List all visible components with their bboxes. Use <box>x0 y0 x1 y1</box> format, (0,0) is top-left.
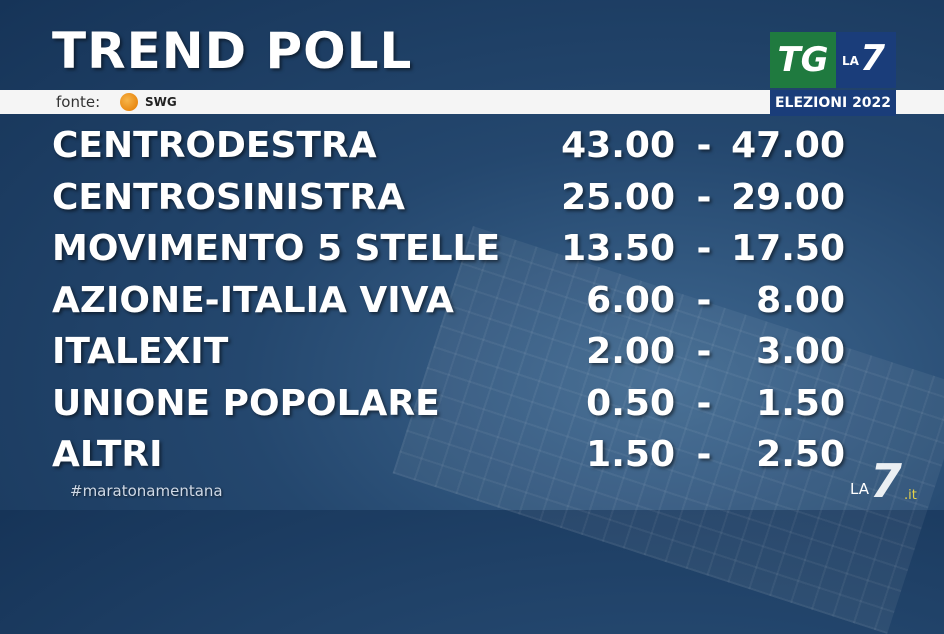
table-row: ITALEXIT 2.00- 3.00 <box>0 331 944 381</box>
la7-logo-mark: LA 7 <box>836 32 896 88</box>
high-value: 3.00 <box>756 331 845 372</box>
table-row: CENTROSINISTRA 25.00-29.00 <box>0 177 944 227</box>
hashtag-text: #maratonamentana <box>70 482 223 500</box>
party-name: UNIONE POPOLARE <box>52 382 440 424</box>
high-value: 47.00 <box>731 125 845 166</box>
page-title: TREND POLL <box>52 22 413 80</box>
table-row: MOVIMENTO 5 STELLE 13.50-17.50 <box>0 228 944 278</box>
party-name: ALTRI <box>52 434 163 475</box>
low-value: 43.00 <box>561 125 675 166</box>
low-value: 2.00 <box>586 331 675 372</box>
high-value: 8.00 <box>756 279 845 321</box>
tg-la7-logo: TG LA 7 ELEZIONI 2022 <box>770 32 896 116</box>
corner-it-text: .it <box>904 488 917 503</box>
source-brand: SWG <box>145 95 177 109</box>
low-value: 6.00 <box>586 279 675 321</box>
table-row: UNIONE POPOLARE 0.50- 1.50 <box>0 383 944 433</box>
party-name: CENTRODESTRA <box>52 125 377 166</box>
range-separator: - <box>696 176 712 218</box>
tg-logo-mark: TG <box>770 32 836 88</box>
tg-logo-top: TG LA 7 <box>770 32 896 88</box>
source-label: fonte: <box>56 93 101 111</box>
la7-seven-text: 7 <box>860 38 886 79</box>
range-separator: - <box>696 279 712 321</box>
low-value: 25.00 <box>561 176 675 218</box>
elezioni-label: ELEZIONI 2022 <box>770 90 896 116</box>
low-value: 13.50 <box>561 228 675 269</box>
table-row: CENTRODESTRA 43.00-47.00 <box>0 125 944 175</box>
range-separator: - <box>696 331 712 372</box>
high-value: 2.50 <box>756 434 845 475</box>
party-name: AZIONE-ITALIA VIVA <box>52 279 454 321</box>
range-separator: - <box>696 434 712 475</box>
party-name: CENTROSINISTRA <box>52 176 405 218</box>
high-value: 1.50 <box>756 382 845 424</box>
table-row: ALTRI 1.50- 2.50 <box>0 434 944 484</box>
corner-seven-text: 7 <box>870 454 903 508</box>
high-value: 29.00 <box>731 176 845 218</box>
table-row: AZIONE-ITALIA VIVA 6.00- 8.00 <box>0 280 944 330</box>
party-name: ITALEXIT <box>52 331 229 372</box>
low-value: 0.50 <box>586 382 675 424</box>
party-name: MOVIMENTO 5 STELLE <box>52 228 501 269</box>
range-separator: - <box>696 228 712 269</box>
swg-logo-icon <box>120 93 138 111</box>
la7-la-text: LA <box>842 54 859 68</box>
range-separator: - <box>696 125 712 166</box>
high-value: 17.50 <box>731 228 845 269</box>
low-value: 1.50 <box>586 434 675 475</box>
la7-corner-logo: LA 7 .it <box>848 454 938 508</box>
range-separator: - <box>696 382 712 424</box>
corner-la-text: LA <box>850 480 869 498</box>
